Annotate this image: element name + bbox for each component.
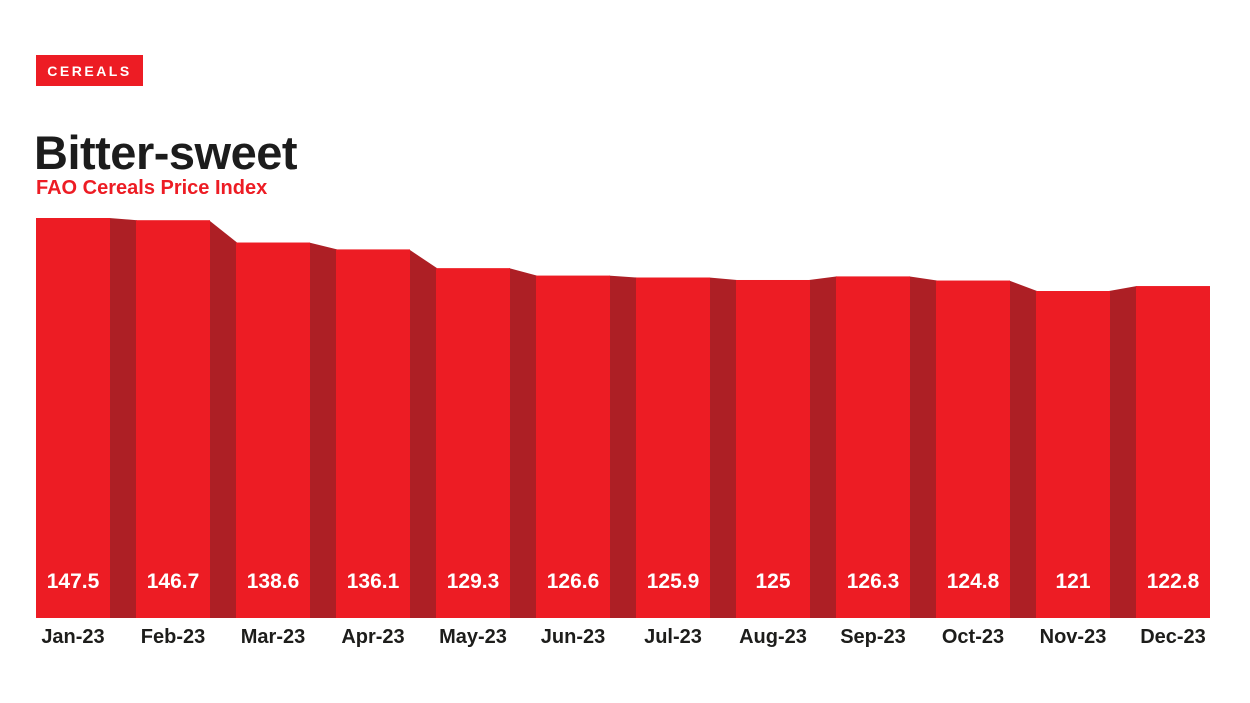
bar-value-label: 138.6 [247,570,300,593]
x-axis-label: Aug-23 [739,626,807,648]
chart-subtitle: FAO Cereals Price Index [36,177,268,199]
bar-apr-23 [336,249,410,619]
bar-connector [409,249,437,619]
bar-connector [509,268,537,618]
bar-connector [309,242,337,618]
bar-value-label: 124.8 [947,570,1000,593]
bar-dec-23 [1136,286,1210,618]
page-title: Bitter-sweet [34,126,298,180]
bar-value-label: 125 [755,570,790,593]
bar-sep-23 [836,276,910,618]
bar-value-label: 126.3 [847,570,900,593]
category-badge: CEREALS [36,55,143,86]
bar-connector [609,275,637,618]
x-axis-label: Dec-23 [1140,626,1206,648]
bar-value-label: 147.5 [47,570,100,593]
bar-value-label: 121 [1055,570,1090,593]
bar-value-label: 136.1 [347,570,400,593]
x-axis-label: Apr-23 [341,626,404,648]
bar-value-label: 125.9 [647,570,700,593]
bar-value-label: 129.3 [447,570,500,593]
bar-connector [1109,286,1137,618]
bar-jul-23 [636,277,710,618]
bar-value-label: 122.8 [1147,570,1200,593]
bar-feb-23 [136,220,210,619]
bar-connector [909,276,937,618]
bar-jun-23 [536,275,610,618]
bar-connector [109,218,137,618]
x-axis-label: Jul-23 [644,626,702,648]
x-axis-label: Jan-23 [41,626,104,648]
bar-value-label: 126.6 [547,570,600,593]
x-axis-label: Mar-23 [241,626,305,648]
x-axis-label: Feb-23 [141,626,205,648]
bar-oct-23 [936,280,1010,618]
category-badge-label: CEREALS [47,62,132,79]
bar-value-label: 146.7 [147,570,200,593]
x-axis-label: Oct-23 [942,626,1004,648]
bar-connector [709,277,737,618]
bar-mar-23 [236,242,310,618]
bar-connector [209,220,237,619]
bar-connector [809,276,837,618]
bar-nov-23 [1036,291,1110,618]
bar-may-23 [436,268,510,618]
bar-jan-23 [36,218,110,618]
x-axis-label: Jun-23 [541,626,605,648]
bar-connector [1009,280,1037,618]
bar-aug-23 [736,279,810,618]
x-axis-label: Sep-23 [840,626,906,648]
x-axis-label: May-23 [439,626,507,648]
x-axis-label: Nov-23 [1040,626,1107,648]
